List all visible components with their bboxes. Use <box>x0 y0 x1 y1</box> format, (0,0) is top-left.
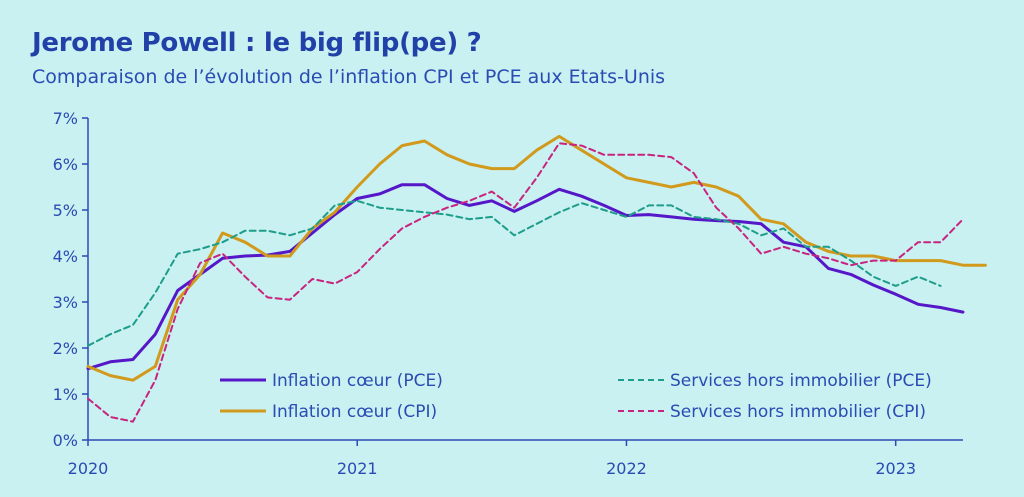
series-line <box>87 142 964 423</box>
legend: Inflation cœur (PCE) Inflation cœur (CPI)… <box>220 371 932 422</box>
x-tick-label: 2022 <box>606 459 647 478</box>
y-tick-label: 7% <box>53 109 78 128</box>
x-tick-label: 2021 <box>337 459 378 478</box>
x-tick-label: 2020 <box>68 459 109 478</box>
series-line <box>86 183 965 371</box>
y-tick-label: 0% <box>53 431 78 450</box>
y-tick-label: 6% <box>53 155 78 174</box>
y-tick-label: 4% <box>53 247 78 266</box>
chart-title: Jerome Powell : le big flip(pe) ? <box>32 28 482 58</box>
y-tick-label: 5% <box>53 201 78 220</box>
y-tick-label: 3% <box>53 293 78 312</box>
legend-label: Services hors immobilier (PCE) <box>670 371 932 391</box>
series-line <box>87 199 942 347</box>
chart-subtitle: Comparaison de l’évolution de l’inflatio… <box>32 66 666 88</box>
legend-label: Services hors immobilier (CPI) <box>670 402 926 422</box>
y-tick-label: 1% <box>53 385 78 404</box>
y-tick-label: 2% <box>53 339 78 358</box>
series-line <box>86 134 987 382</box>
x-tick-label: 2023 <box>875 459 916 478</box>
axes: 0% 1% 2% 3% 4% 5% 6% 7% 2020 2021 2022 2023 <box>53 109 963 478</box>
legend-label: Inflation cœur (PCE) <box>272 371 443 391</box>
legend-label: Inflation cœur (CPI) <box>272 402 437 422</box>
series-layer <box>86 134 987 423</box>
